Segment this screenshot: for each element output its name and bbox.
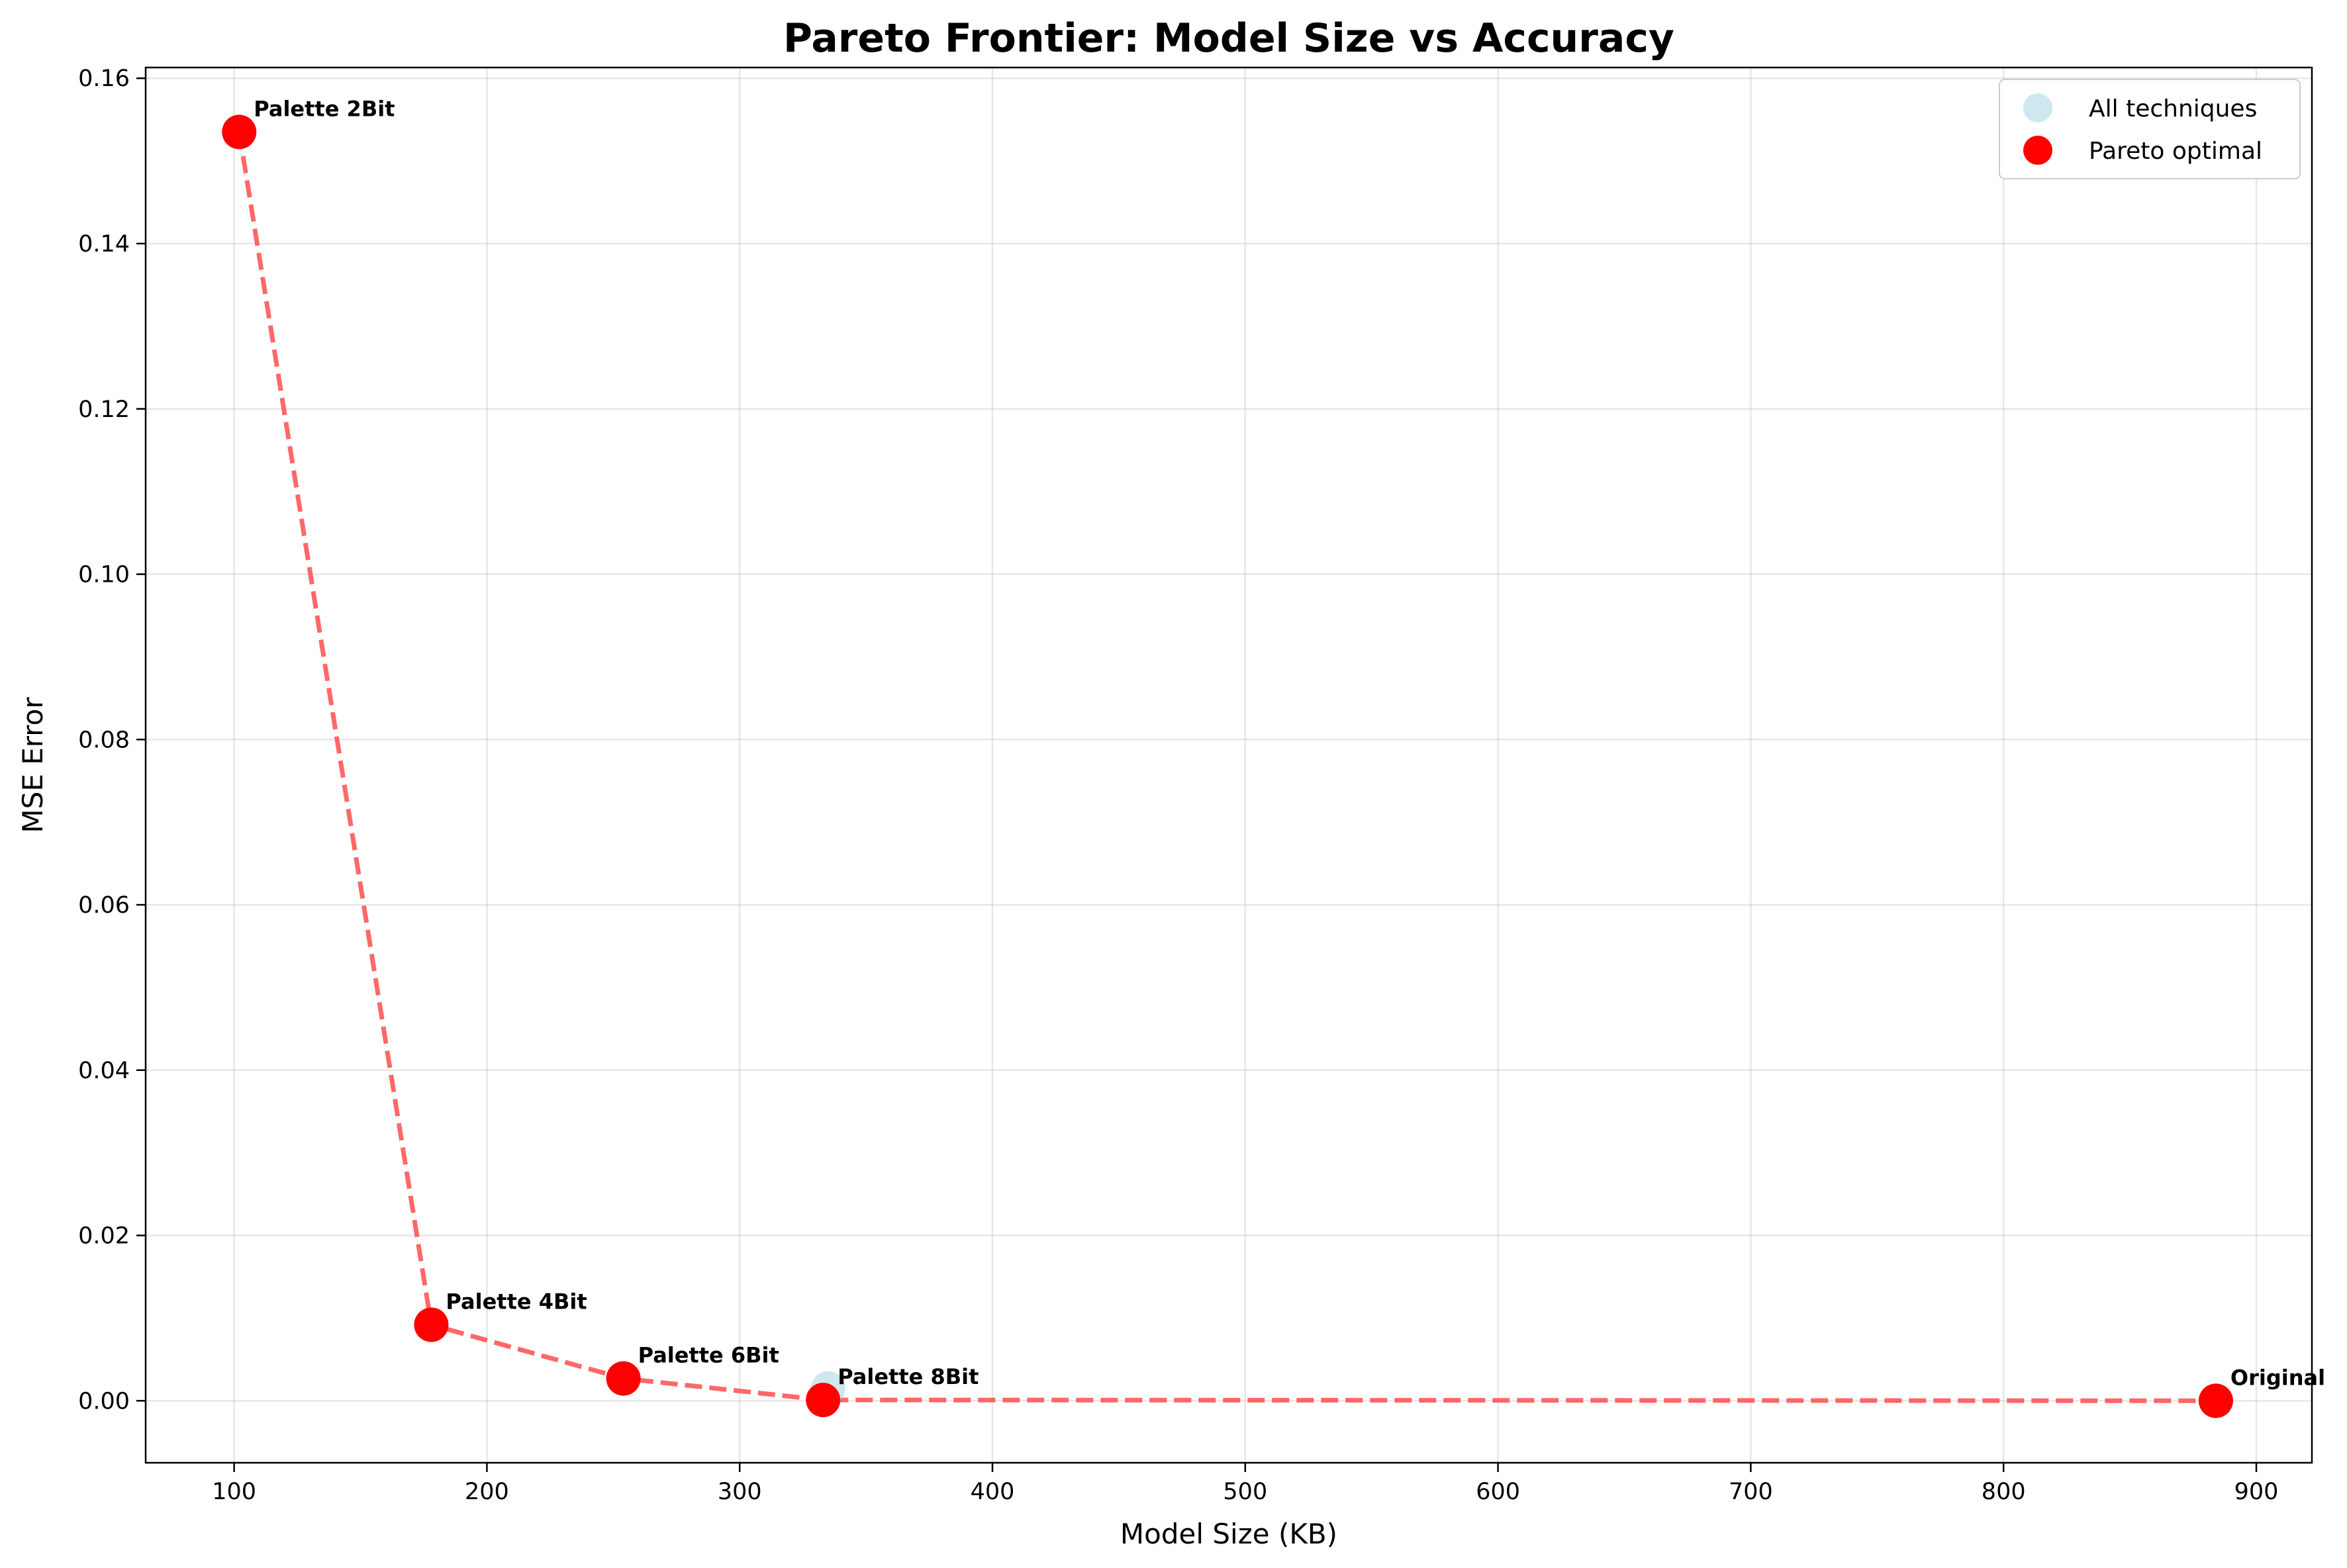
point-label: Palette 8Bit	[838, 1364, 979, 1389]
x-tick-label: 500	[1223, 1479, 1267, 1505]
legend-marker-pareto-optimal	[2023, 136, 2052, 165]
x-tick-label: 700	[1729, 1479, 1773, 1505]
x-axis-label: Model Size (KB)	[1120, 1518, 1337, 1550]
y-tick-label: 0.00	[78, 1388, 130, 1414]
x-tick-label: 900	[2234, 1479, 2279, 1505]
y-tick-label: 0.10	[78, 562, 130, 588]
x-tick-label: 200	[465, 1479, 509, 1505]
y-tick-label: 0.04	[78, 1058, 130, 1084]
y-tick-label: 0.14	[78, 231, 130, 257]
point-label: Original	[2230, 1365, 2325, 1390]
point-label: Palette 6Bit	[638, 1343, 779, 1368]
x-tick-label: 400	[971, 1479, 1015, 1505]
y-tick-label: 0.16	[78, 66, 130, 92]
pareto-point	[414, 1307, 449, 1342]
x-tick-label: 300	[718, 1479, 762, 1505]
legend-label-all-techniques: All techniques	[2089, 95, 2257, 122]
pareto-point	[806, 1383, 841, 1418]
points-layer	[222, 115, 2233, 1418]
x-tick-label: 600	[1476, 1479, 1520, 1505]
point-label: Palette 4Bit	[446, 1289, 587, 1314]
grid	[146, 68, 2312, 1463]
y-axis-label: MSE Error	[17, 697, 49, 833]
point-label: Palette 2Bit	[254, 96, 395, 121]
legend-box	[1999, 79, 2301, 179]
legend-marker-all-techniques	[2023, 93, 2052, 122]
pareto-point	[222, 115, 257, 150]
y-tick-label: 0.08	[78, 727, 130, 753]
legend: All techniques Pareto optimal	[1999, 79, 2301, 179]
point-labels-layer: Palette 2Bit Palette 4Bit Palette 6Bit Pale…	[254, 96, 2325, 1390]
y-tick-label: 0.12	[78, 396, 130, 423]
legend-label-pareto-optimal: Pareto optimal	[2089, 138, 2262, 165]
y-tick-label: 0.02	[78, 1223, 130, 1250]
plot-frame	[144, 66, 2313, 1464]
x-tick-label: 100	[212, 1479, 256, 1505]
ticks-layer: 100 200 300 400 500 600 700 800 900 0.00 0.02 0.04 0…	[78, 66, 2278, 1505]
chart-title: Pareto Frontier: Model Size vs Accuracy	[783, 15, 1674, 62]
pareto-point	[606, 1361, 641, 1396]
y-tick-label: 0.06	[78, 892, 130, 919]
pareto-point	[2198, 1383, 2233, 1418]
x-tick-label: 800	[1982, 1479, 2026, 1505]
